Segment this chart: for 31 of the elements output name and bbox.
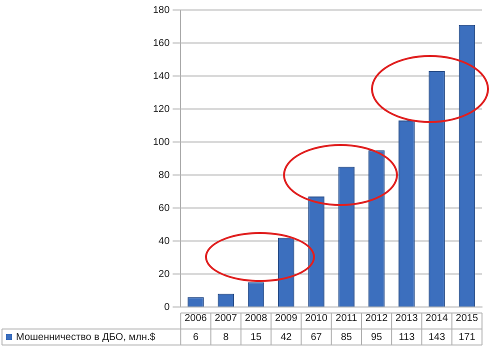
x-tick-label: 2006 [184, 312, 208, 324]
y-tick-label: 140 [152, 70, 170, 82]
y-tick-label: 100 [152, 136, 170, 148]
x-tick-label: 2007 [214, 312, 238, 324]
x-tick-label: 2009 [275, 312, 298, 324]
x-tick-label: 2013 [396, 312, 418, 324]
y-tick-label: 160 [152, 38, 170, 49]
x-tick-label: 2012 [365, 312, 388, 324]
y-tick-label: 60 [158, 202, 170, 214]
y-tick-label: 40 [158, 236, 170, 247]
data-label: 95 [370, 332, 383, 343]
data-label: 8 [223, 332, 230, 343]
data-label: 6 [192, 332, 199, 343]
x-tick-label: 2011 [336, 312, 358, 324]
data-label: 143 [428, 332, 446, 343]
data-label: 15 [250, 332, 262, 343]
y-tick-label: 120 [152, 104, 170, 115]
data-label: 171 [458, 332, 476, 343]
y-tick-label: 80 [158, 170, 170, 181]
data-label: 42 [280, 332, 292, 343]
y-tick-label: 180 [152, 4, 170, 16]
x-tick-label: 2008 [244, 312, 268, 324]
y-tick-label: 0 [164, 302, 170, 313]
legend-label: Мошенничество в ДБО, млн.$ [16, 332, 156, 343]
x-tick-label: 2010 [305, 312, 328, 324]
data-label: 67 [310, 332, 322, 343]
x-tick-label: 2014 [426, 312, 448, 324]
data-label: 85 [340, 332, 352, 343]
data-label: 113 [398, 332, 416, 343]
y-tick-label: 20 [158, 268, 170, 280]
x-tick-label: 2015 [456, 312, 478, 324]
